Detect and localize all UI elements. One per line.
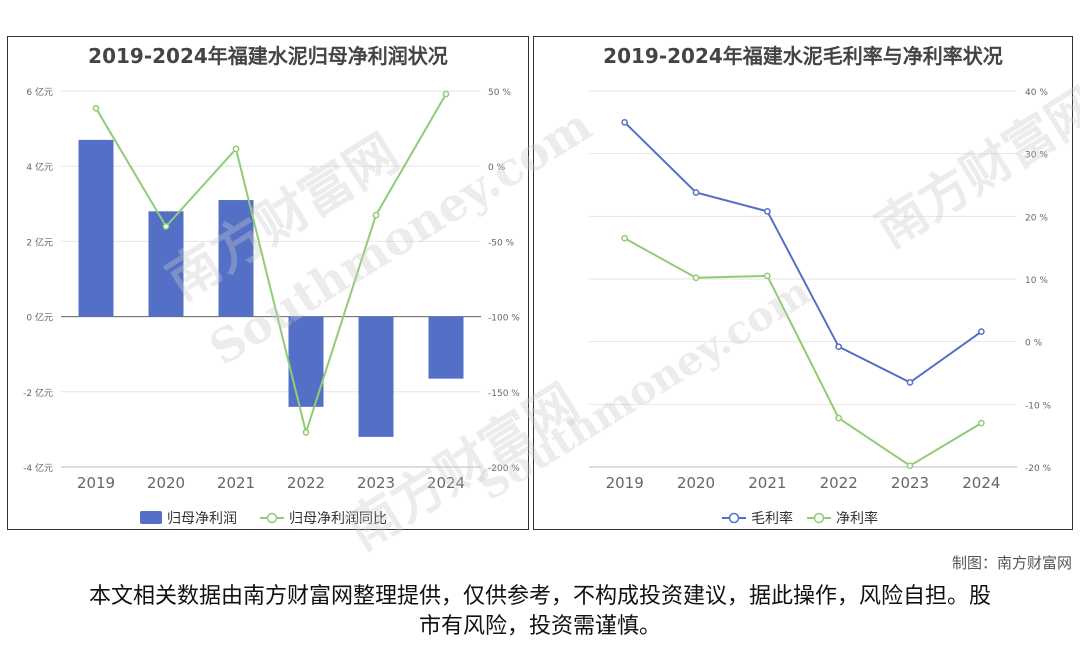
point-net-margin bbox=[763, 272, 771, 280]
chart-title: 2019-2024年福建水泥毛利率与净利率状况 bbox=[603, 44, 1003, 68]
point-gross-margin bbox=[763, 207, 771, 215]
legend-label: 毛利率 bbox=[751, 510, 793, 527]
line-yoy-growth bbox=[95, 93, 447, 437]
y-right-tick-label: 0 % bbox=[1025, 339, 1043, 349]
point-yoy-growth bbox=[92, 104, 100, 112]
legend-swatch-point bbox=[266, 512, 278, 524]
y-left-tick-label: 4 亿元 bbox=[26, 161, 53, 173]
y-right-tick-label: 40 % bbox=[1025, 88, 1048, 98]
bar-net-profit bbox=[288, 316, 324, 407]
point-gross-margin bbox=[621, 118, 629, 126]
x-tick-label: 2019 bbox=[77, 474, 115, 492]
x-tick-label: 2023 bbox=[357, 474, 395, 492]
y-right-tick-label: -100 % bbox=[488, 314, 520, 324]
legend-swatch-point bbox=[728, 512, 740, 524]
x-tick-label: 2024 bbox=[427, 474, 465, 492]
y-right-tick-label: 30 % bbox=[1025, 151, 1048, 161]
legend-label: 归母净利润 bbox=[167, 510, 237, 527]
y-left-tick-label: 2 亿元 bbox=[26, 236, 53, 248]
legend-label: 归母净利润同比 bbox=[289, 510, 387, 527]
point-gross-margin bbox=[977, 328, 985, 335]
y-left-tick-label: -4 亿元 bbox=[23, 462, 53, 474]
net-profit-chart-panel: 2019-2024年福建水泥归母净利润状况 -4 亿元 -2 亿元 0 亿元 2 亿元… bbox=[7, 36, 529, 530]
margin-chart: -20 % -10 % 0 % 10 % 20 % 30 % 40 % 2019 2020 202… bbox=[589, 88, 1052, 527]
y-right-tick-label: -200 % bbox=[488, 464, 520, 474]
disclaimer-text: 本文相关数据由南方财富网整理提供，仅供参考，不构成投资建议，据此操作，风险自担。… bbox=[88, 584, 991, 639]
x-tick-label: 2024 bbox=[962, 474, 1000, 492]
point-yoy-growth bbox=[442, 90, 450, 98]
point-yoy-growth bbox=[232, 145, 240, 153]
bar-net-profit bbox=[428, 316, 464, 379]
x-tick-label: 2023 bbox=[891, 474, 929, 492]
chart-credit: 制图：南方财富网 bbox=[951, 554, 1072, 572]
point-yoy-growth bbox=[162, 223, 170, 230]
bar-net-profit bbox=[358, 316, 394, 437]
point-gross-margin bbox=[906, 379, 914, 386]
bar-net-profit bbox=[218, 200, 254, 317]
point-net-margin bbox=[835, 414, 843, 422]
point-net-margin bbox=[977, 419, 985, 427]
line-gross-margin bbox=[623, 121, 982, 384]
point-net-margin bbox=[621, 234, 629, 242]
point-yoy-growth bbox=[372, 211, 380, 219]
y-right-tick-label: -50 % bbox=[488, 238, 515, 248]
line-net-margin bbox=[624, 237, 982, 467]
y-right-tick-label: 10 % bbox=[1025, 276, 1048, 286]
y-right-tick-label: 20 % bbox=[1025, 213, 1048, 223]
margin-chart-panel: 2019-2024年福建水泥毛利率与净利率状况 -20 % -10 % 0 % 10 … bbox=[533, 36, 1073, 530]
net-profit-chart: -4 亿元 -2 亿元 0 亿元 2 亿元 4 亿元 6 亿元 -200 % -150 % -1… bbox=[23, 86, 520, 527]
chart-title: 2019-2024年福建水泥归母净利润状况 bbox=[88, 44, 448, 68]
point-yoy-growth bbox=[302, 429, 310, 436]
x-tick-label: 2021 bbox=[748, 474, 786, 492]
x-tick-label: 2022 bbox=[820, 474, 858, 492]
legend-label: 净利率 bbox=[836, 510, 878, 527]
y-left-tick-label: -2 亿元 bbox=[23, 387, 53, 399]
point-net-margin bbox=[692, 274, 700, 282]
y-right-tick-label: -10 % bbox=[1025, 401, 1052, 411]
y-right-tick-label: 0 % bbox=[488, 163, 506, 173]
x-tick-label: 2022 bbox=[287, 474, 325, 492]
legend-swatch-bar bbox=[140, 511, 162, 524]
point-gross-margin bbox=[835, 343, 843, 351]
y-right-tick-label: -150 % bbox=[488, 389, 520, 399]
y-left-tick-label: 6 亿元 bbox=[26, 86, 53, 98]
legend-swatch-point bbox=[813, 512, 825, 524]
point-gross-margin bbox=[692, 189, 700, 196]
x-tick-label: 2020 bbox=[677, 474, 715, 492]
point-net-margin bbox=[906, 462, 914, 470]
y-right-tick-label: -20 % bbox=[1025, 464, 1052, 474]
x-tick-label: 2019 bbox=[606, 474, 644, 492]
y-left-tick-label: 0 亿元 bbox=[26, 312, 53, 324]
x-tick-label: 2021 bbox=[217, 474, 255, 492]
bar-net-profit bbox=[78, 139, 114, 317]
y-right-tick-label: 50 % bbox=[488, 88, 511, 98]
x-tick-label: 2020 bbox=[147, 474, 185, 492]
